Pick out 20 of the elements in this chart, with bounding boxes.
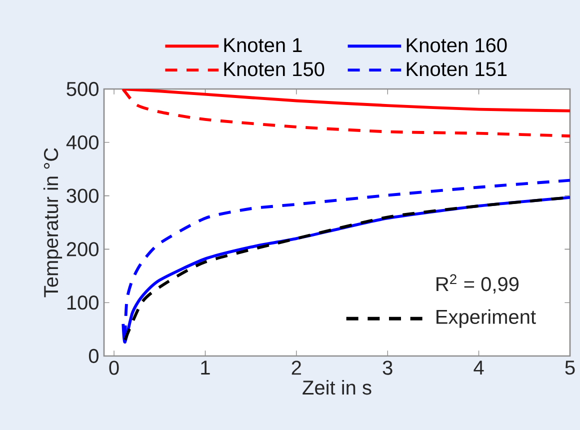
legend-label: Knoten 150: [224, 62, 324, 76]
x-tick-label: 0: [109, 360, 119, 375]
legend-label: Knoten 1: [224, 38, 302, 52]
x-tick-label: 4: [474, 360, 484, 374]
y-tick-label: 400: [66, 135, 98, 150]
y-tick-label: 500: [66, 82, 98, 96]
x-tick-label: 5: [565, 360, 575, 375]
x-tick-label: 3: [382, 360, 392, 375]
y-tick-label: 100: [67, 296, 98, 310]
y-tick-label: 300: [66, 188, 98, 203]
legend-label: Knoten 151: [406, 62, 507, 76]
y-tick-label: 0: [88, 348, 98, 364]
y-axis-title: Temperatur in °C: [43, 148, 62, 298]
annotation: R$^{2}$ = 0,99: [436, 274, 519, 294]
x-axis-title: Zeit in s: [302, 380, 372, 395]
legend-label: Experiment: [436, 309, 536, 328]
x-tick-label: 1: [201, 360, 210, 374]
y-tick-label: 200: [66, 242, 98, 256]
legend-label: Knoten 160: [406, 38, 507, 52]
x-tick-label: 2: [292, 360, 301, 375]
